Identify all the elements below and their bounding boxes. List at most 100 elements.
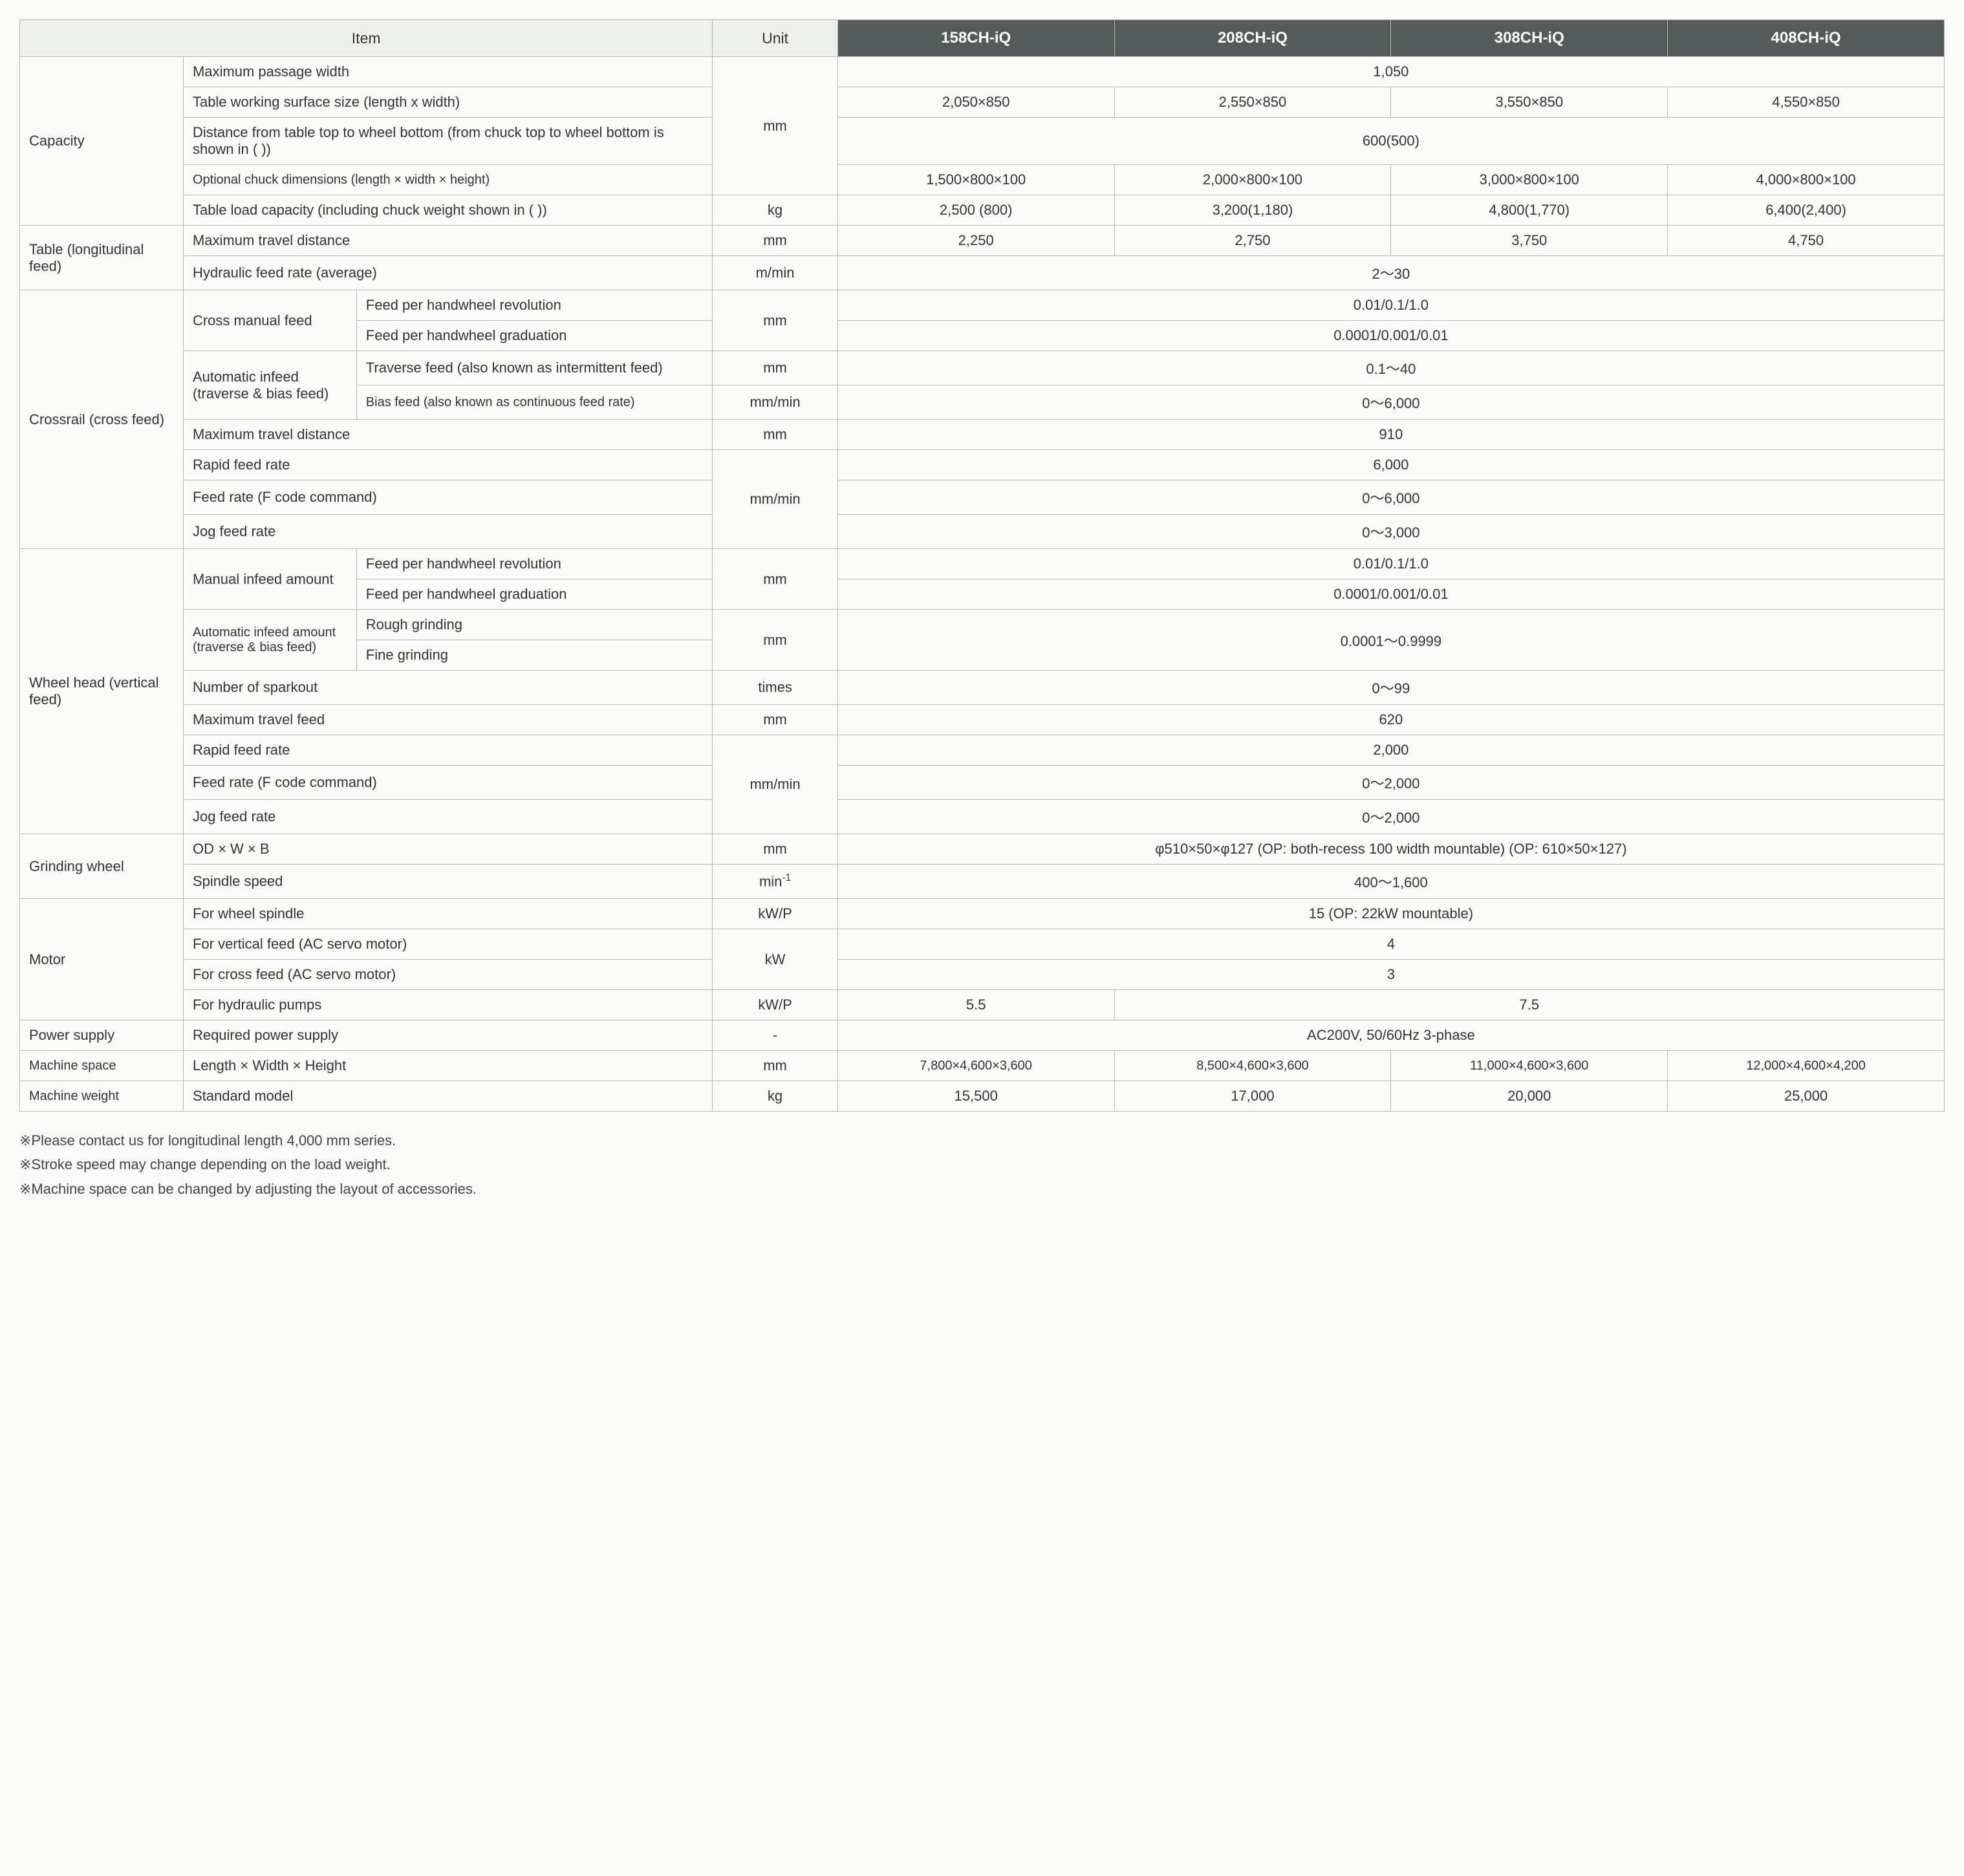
capacity-loadcap-unit: kg [713,195,837,226]
capacity-load-v1: 3,200(1,180) [1114,195,1391,226]
capacity-chuckdim-label: Optional chuck dimensions (length × widt… [183,165,712,195]
crossrail-label: Crossrail (cross feed) [20,290,184,549]
table-maxtravel-label: Maximum travel distance [183,226,712,256]
grindwheel-speed-unit: min-1 [713,865,837,899]
crossrail-jog-val: 0～3,000 [837,515,1944,549]
footnote-2: ※Machine space can be changed by adjusti… [19,1177,1945,1201]
crossrail-maxtravel-val: 910 [837,420,1944,450]
crossrail-fcode-val: 0～6,000 [837,480,1944,515]
wheelhead-manual-rev-label: Feed per handwheel revolution [356,549,713,579]
item-header: Item [20,20,713,57]
wheelhead-manual-grad-label: Feed per handwheel graduation [356,579,713,610]
motor-kw-unit: kW [713,929,837,990]
wheelhead-rapid-val: 2,000 [837,735,1944,766]
wheelhead-auto-label: Automatic infeed amount (traverse & bias… [183,610,356,671]
wheelhead-jog-label: Jog feed rate [183,800,712,834]
space-v0: 7,800×4,600×3,600 [837,1051,1114,1081]
table-hydraulic-unit: m/min [713,256,837,290]
power-req-unit: - [713,1020,837,1051]
weight-v2: 20,000 [1391,1081,1668,1112]
wheelhead-rapid-label: Rapid feed rate [183,735,712,766]
crossrail-manual-grad-val: 0.0001/0.001/0.01 [837,321,1944,351]
space-v1: 8,500×4,600×3,600 [1114,1051,1391,1081]
wheelhead-label: Wheel head (vertical feed) [20,549,184,834]
space-label: Machine space [20,1051,184,1081]
space-v3: 12,000×4,600×4,200 [1668,1051,1945,1081]
crossrail-auto-trav-unit: mm [713,351,837,385]
wheelhead-fcode-label: Feed rate (F code command) [183,766,712,800]
capacity-loadcap-label: Table load capacity (including chuck wei… [183,195,712,226]
wheelhead-manual-rev-val: 0.01/0.1/1.0 [837,549,1944,579]
space-dim-label: Length × Width × Height [183,1051,712,1081]
space-dim-unit: mm [713,1051,837,1081]
capacity-load-v2: 4,800(1,770) [1391,195,1668,226]
table-label: Table (longitudinal feed) [20,226,184,290]
capacity-tablework-v2: 3,550×850 [1391,87,1668,118]
crossrail-auto-label: Automatic infeed (traverse & bias feed) [183,351,356,420]
wheelhead-auto-val: 0.0001～0.9999 [837,610,1944,671]
crossrail-auto-bias-val: 0～6,000 [837,385,1944,420]
capacity-tablework-label: Table working surface size (length x wid… [183,87,712,118]
capacity-maxpassage-val: 1,050 [837,57,1944,87]
crossrail-jog-label: Jog feed rate [183,515,712,549]
capacity-maxpassage-label: Maximum passage width [183,57,712,87]
table-maxtravel-v3: 4,750 [1668,226,1945,256]
motor-spindle-unit: kW/P [713,899,837,929]
footnote-0: ※Please contact us for longitudinal leng… [19,1128,1945,1152]
table-maxtravel-unit: mm [713,226,837,256]
motor-pumps-label: For hydraulic pumps [183,990,712,1020]
weight-label: Machine weight [20,1081,184,1112]
wheelhead-auto-fine-label: Fine grinding [356,640,713,671]
grindwheel-odwb-unit: mm [713,834,837,865]
wheelhead-auto-unit: mm [713,610,837,671]
table-maxtravel-v0: 2,250 [837,226,1114,256]
footnotes: ※Please contact us for longitudinal leng… [19,1128,1945,1201]
motor-pumps-v1: 5.5 [837,990,1114,1020]
power-label: Power supply [20,1020,184,1051]
capacity-label: Capacity [20,57,184,226]
table-hydraulic-label: Hydraulic feed rate (average) [183,256,712,290]
wheelhead-maxtravel-label: Maximum travel feed [183,705,712,735]
wheelhead-manual-unit: mm [713,549,837,610]
motor-vertical-val: 4 [837,929,1944,960]
header-row: Item Unit 158CH-iQ 208CH-iQ 308CH-iQ 408… [20,20,1945,57]
power-req-val: AC200V, 50/60Hz 3-phase [837,1020,1944,1051]
table-maxtravel-v2: 3,750 [1391,226,1668,256]
capacity-distance-label: Distance from table top to wheel bottom … [183,118,712,165]
wheelhead-fcode-val: 0～2,000 [837,766,1944,800]
capacity-chuck-v2: 3,000×800×100 [1391,165,1668,195]
motor-pumps-unit: kW/P [713,990,837,1020]
crossrail-manual-label: Cross manual feed [183,290,356,351]
wheelhead-sparkout-unit: times [713,671,837,705]
crossrail-manual-grad-label: Feed per handwheel graduation [356,321,713,351]
motor-spindle-label: For wheel spindle [183,899,712,929]
wheelhead-sparkout-val: 0～99 [837,671,1944,705]
crossrail-auto-bias-unit: mm/min [713,385,837,420]
wheelhead-manual-grad-val: 0.0001/0.001/0.01 [837,579,1944,610]
crossrail-manual-unit: mm [713,290,837,351]
grindwheel-speed-label: Spindle speed [183,865,712,899]
weight-v1: 17,000 [1114,1081,1391,1112]
crossrail-rapid-label: Rapid feed rate [183,450,712,480]
capacity-load-v0: 2,500 (800) [837,195,1114,226]
wheelhead-mmmin-unit: mm/min [713,735,837,834]
table-maxtravel-v1: 2,750 [1114,226,1391,256]
model-header-2: 308CH-iQ [1391,20,1668,57]
capacity-unit-mm: mm [713,57,837,195]
crossrail-fcode-label: Feed rate (F code command) [183,480,712,515]
grindwheel-speed-val: 400～1,600 [837,865,1944,899]
weight-v3: 25,000 [1668,1081,1945,1112]
power-req-label: Required power supply [183,1020,712,1051]
weight-v0: 15,500 [837,1081,1114,1112]
capacity-tablework-v0: 2,050×850 [837,87,1114,118]
table-hydraulic-val: 2～30 [837,256,1944,290]
crossrail-auto-trav-val: 0.1～40 [837,351,1944,385]
wheelhead-maxtravel-val: 620 [837,705,1944,735]
wheelhead-auto-rough-label: Rough grinding [356,610,713,640]
crossrail-auto-bias-label: Bias feed (also known as continuous feed… [356,385,713,420]
crossrail-manual-rev-label: Feed per handwheel revolution [356,290,713,321]
crossrail-rapid-val: 6,000 [837,450,1944,480]
motor-spindle-val: 15 (OP: 22kW mountable) [837,899,1944,929]
spec-table: Item Unit 158CH-iQ 208CH-iQ 308CH-iQ 408… [19,19,1945,1112]
grindwheel-odwb-label: OD × W × B [183,834,712,865]
